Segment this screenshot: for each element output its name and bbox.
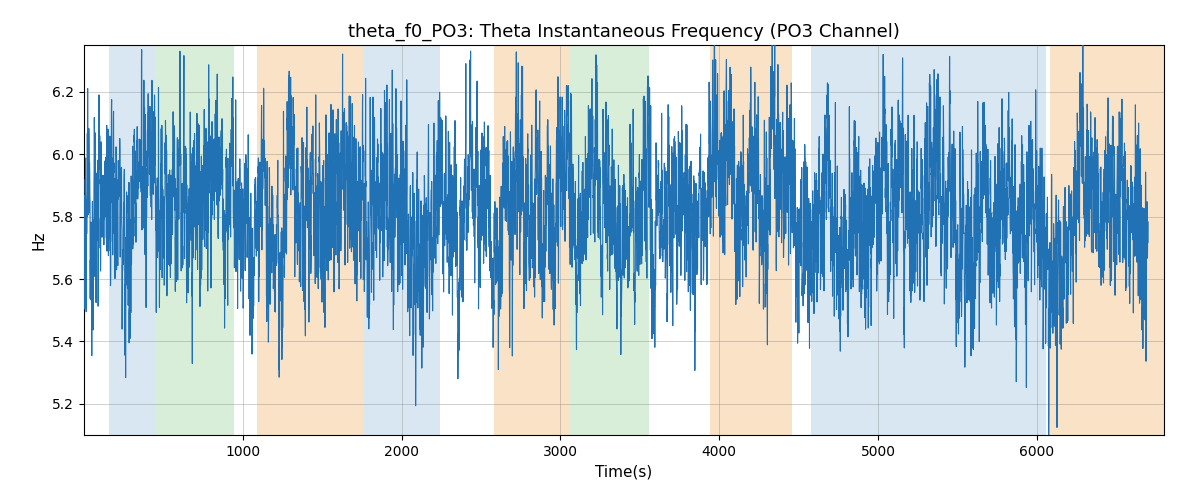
Bar [364,45,439,435]
Bar [155,45,234,435]
Bar [709,45,792,435]
Bar [1050,45,1164,435]
Bar [109,45,155,435]
Bar [811,45,1046,435]
Bar [570,45,649,435]
X-axis label: Time(s): Time(s) [595,464,653,479]
Title: theta_f0_PO3: Theta Instantaneous Frequency (PO3 Channel): theta_f0_PO3: Theta Instantaneous Freque… [348,22,900,41]
Bar [257,45,364,435]
Bar [493,45,570,435]
Y-axis label: Hz: Hz [31,230,47,250]
